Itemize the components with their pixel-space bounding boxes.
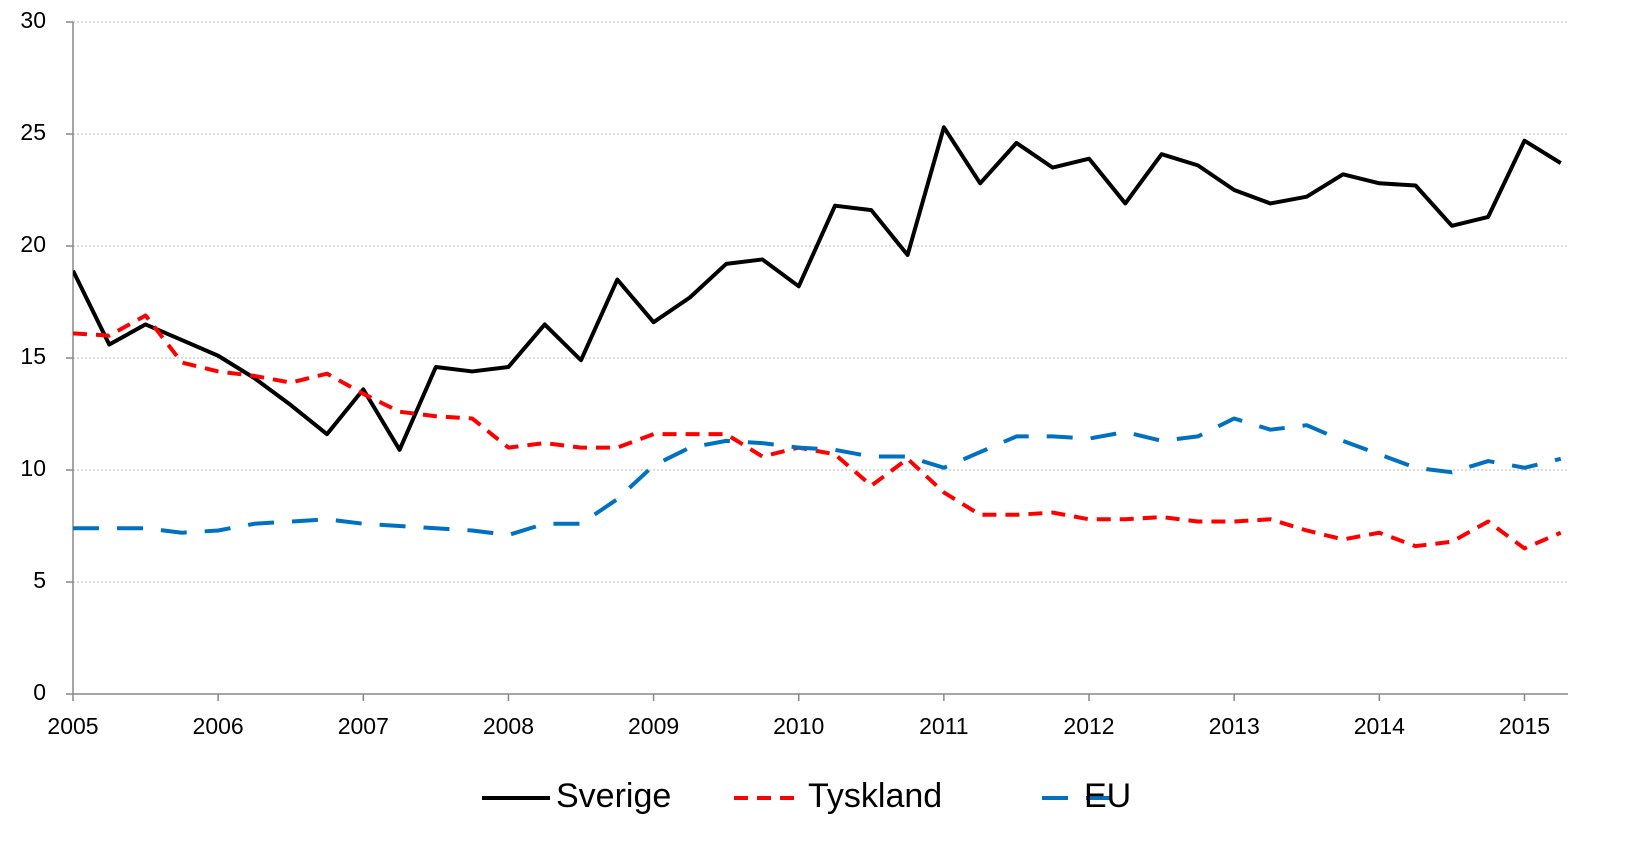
series-line bbox=[73, 416, 1562, 537]
y-tick-label: 10 bbox=[20, 455, 46, 481]
series-clip bbox=[73, 125, 1562, 452]
series-line bbox=[73, 125, 1562, 452]
series-line bbox=[73, 313, 1562, 551]
x-tick-label: 2014 bbox=[1354, 713, 1405, 739]
x-tick-label: 2009 bbox=[628, 713, 679, 739]
series-clip bbox=[73, 416, 1562, 537]
legend-label: Tyskland bbox=[808, 777, 942, 815]
y-tick-label: 15 bbox=[20, 343, 46, 369]
x-tick-label: 2012 bbox=[1063, 713, 1114, 739]
x-tick-label: 2007 bbox=[338, 713, 389, 739]
legend-label: EU bbox=[1084, 777, 1131, 815]
y-tick-label: 5 bbox=[33, 567, 46, 593]
x-tick-label: 2006 bbox=[193, 713, 244, 739]
x-tick-label: 2005 bbox=[47, 713, 98, 739]
x-tick-label: 2011 bbox=[919, 713, 968, 739]
x-tick-label: 2013 bbox=[1209, 713, 1260, 739]
legend-label: Sverige bbox=[556, 777, 671, 815]
x-tick-label: 2015 bbox=[1499, 713, 1550, 739]
y-tick-label: 20 bbox=[20, 231, 46, 257]
series-clip bbox=[73, 313, 1562, 551]
x-tick-label: 2010 bbox=[773, 713, 824, 739]
y-tick-label: 25 bbox=[20, 119, 46, 145]
y-tick-label: 30 bbox=[20, 7, 46, 33]
x-tick-label: 2008 bbox=[483, 713, 534, 739]
y-tick-label: 0 bbox=[33, 679, 46, 705]
